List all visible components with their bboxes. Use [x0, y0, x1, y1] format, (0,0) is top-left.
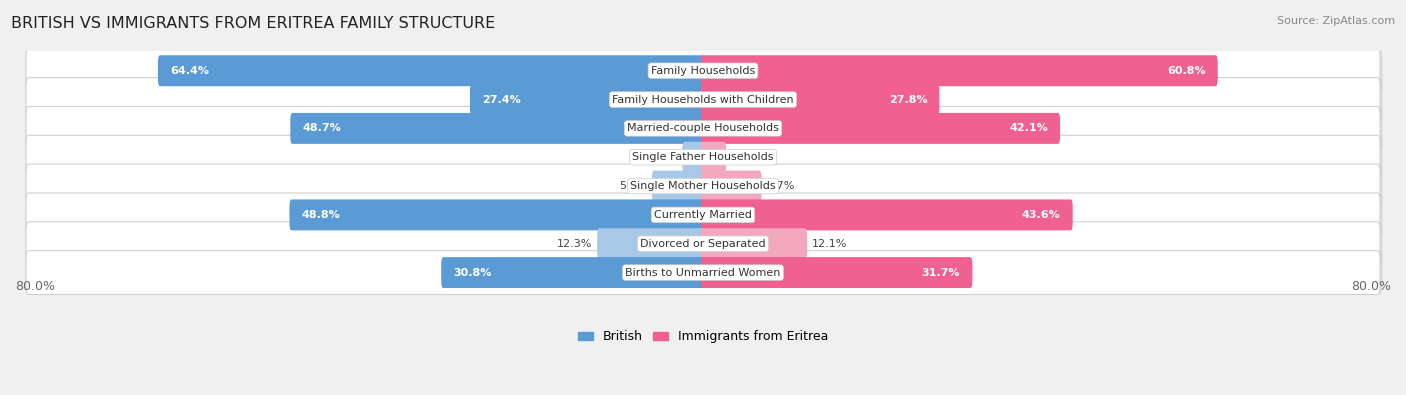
FancyBboxPatch shape	[28, 78, 1382, 122]
FancyBboxPatch shape	[25, 78, 1381, 122]
FancyBboxPatch shape	[652, 171, 704, 201]
Text: 31.7%: 31.7%	[922, 267, 960, 278]
FancyBboxPatch shape	[25, 135, 1381, 179]
Text: BRITISH VS IMMIGRANTS FROM ERITREA FAMILY STRUCTURE: BRITISH VS IMMIGRANTS FROM ERITREA FAMIL…	[11, 16, 495, 31]
FancyBboxPatch shape	[702, 228, 807, 259]
Text: 6.7%: 6.7%	[766, 181, 794, 191]
Text: 27.4%: 27.4%	[482, 94, 520, 105]
FancyBboxPatch shape	[25, 222, 1381, 266]
Text: 27.8%: 27.8%	[889, 94, 928, 105]
FancyBboxPatch shape	[702, 84, 939, 115]
Text: 48.8%: 48.8%	[302, 210, 340, 220]
FancyBboxPatch shape	[28, 135, 1382, 179]
FancyBboxPatch shape	[702, 257, 973, 288]
Text: Births to Unmarried Women: Births to Unmarried Women	[626, 267, 780, 278]
FancyBboxPatch shape	[25, 193, 1381, 237]
Text: 42.1%: 42.1%	[1010, 123, 1047, 134]
FancyBboxPatch shape	[25, 107, 1381, 150]
FancyBboxPatch shape	[290, 199, 704, 230]
Text: Divorced or Separated: Divorced or Separated	[640, 239, 766, 249]
FancyBboxPatch shape	[28, 222, 1382, 266]
FancyBboxPatch shape	[682, 142, 704, 173]
FancyBboxPatch shape	[25, 251, 1381, 295]
Legend: British, Immigrants from Eritrea: British, Immigrants from Eritrea	[578, 330, 828, 343]
Text: 43.6%: 43.6%	[1022, 210, 1060, 220]
FancyBboxPatch shape	[702, 199, 1073, 230]
Text: Source: ZipAtlas.com: Source: ZipAtlas.com	[1277, 16, 1395, 26]
Text: 12.1%: 12.1%	[811, 239, 848, 249]
FancyBboxPatch shape	[25, 164, 1381, 208]
Text: 2.2%: 2.2%	[650, 152, 678, 162]
Text: 64.4%: 64.4%	[170, 66, 209, 76]
Text: 12.3%: 12.3%	[557, 239, 592, 249]
FancyBboxPatch shape	[702, 171, 762, 201]
Text: 80.0%: 80.0%	[1351, 280, 1391, 293]
FancyBboxPatch shape	[702, 55, 1218, 86]
FancyBboxPatch shape	[157, 55, 704, 86]
FancyBboxPatch shape	[28, 193, 1382, 237]
Text: 2.5%: 2.5%	[731, 152, 759, 162]
Text: 5.8%: 5.8%	[619, 181, 647, 191]
FancyBboxPatch shape	[25, 49, 1381, 93]
Text: Family Households with Children: Family Households with Children	[612, 94, 794, 105]
Text: 48.7%: 48.7%	[302, 123, 342, 134]
FancyBboxPatch shape	[28, 107, 1382, 150]
FancyBboxPatch shape	[470, 84, 704, 115]
Text: Family Households: Family Households	[651, 66, 755, 76]
FancyBboxPatch shape	[702, 113, 1060, 144]
FancyBboxPatch shape	[28, 49, 1382, 93]
Text: Single Father Households: Single Father Households	[633, 152, 773, 162]
Text: Currently Married: Currently Married	[654, 210, 752, 220]
Text: 80.0%: 80.0%	[15, 280, 55, 293]
FancyBboxPatch shape	[28, 164, 1382, 208]
FancyBboxPatch shape	[598, 228, 704, 259]
FancyBboxPatch shape	[702, 142, 725, 173]
FancyBboxPatch shape	[28, 251, 1382, 295]
FancyBboxPatch shape	[290, 113, 704, 144]
Text: Single Mother Households: Single Mother Households	[630, 181, 776, 191]
Text: 30.8%: 30.8%	[453, 267, 492, 278]
Text: 60.8%: 60.8%	[1167, 66, 1205, 76]
Text: Married-couple Households: Married-couple Households	[627, 123, 779, 134]
FancyBboxPatch shape	[441, 257, 704, 288]
